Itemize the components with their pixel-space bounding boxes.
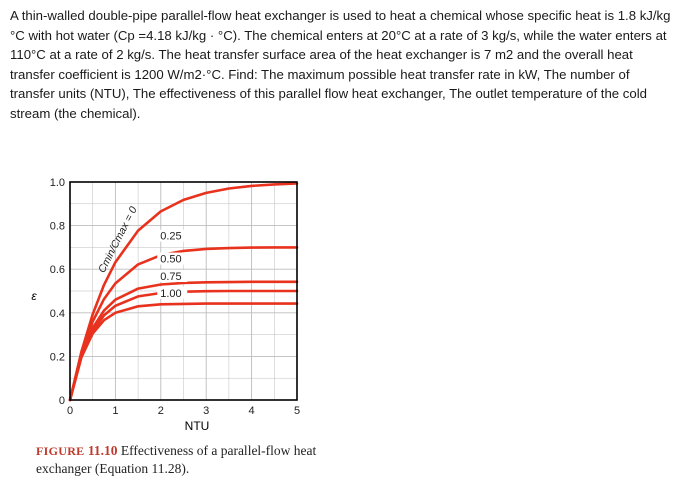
x-tick-label: 5 xyxy=(294,405,300,417)
y-tick-label: 0.8 xyxy=(50,221,65,233)
plot-frame xyxy=(69,181,298,401)
series-label-box xyxy=(157,229,188,242)
x-tick-label: 1 xyxy=(112,405,118,417)
series-label-box xyxy=(157,286,188,299)
x-axis-label: NTU xyxy=(185,419,210,433)
y-tick-label: 1.0 xyxy=(50,177,65,189)
tick-labels: 0 1 2 3 4 5 0 0.2 0.4 0.6 0.8 1.0 xyxy=(50,177,300,417)
x-tick-label: 4 xyxy=(249,405,255,417)
series-line-0 xyxy=(68,182,299,402)
figure-caption: FIGURE 11.10 Effectiveness of a parallel… xyxy=(36,442,336,478)
caption-figure-label: FIGURE xyxy=(36,444,85,458)
y-axis-label: ε xyxy=(31,289,37,303)
series-label-box xyxy=(157,252,188,265)
y-tick-label: 0.4 xyxy=(50,308,65,320)
caption-text: Effectiveness of a parallel-flow heat ex… xyxy=(36,443,317,476)
caption-figure-number: 11.10 xyxy=(87,443,118,458)
effectiveness-chart: 0 1 2 3 4 5 0 0.2 0.4 0.6 0.8 1.0 0.25 0.50 0.75 1.00 C… xyxy=(31,177,300,433)
x-tick-label: 2 xyxy=(158,405,164,417)
series-label: 1.00 xyxy=(160,288,181,300)
series-label: 0.25 xyxy=(160,231,181,243)
y-tick-label: 0 xyxy=(59,395,65,407)
series-label-rotated: Cmin/Cmax = 0 xyxy=(96,205,140,275)
y-tick-label: 0.6 xyxy=(50,264,65,276)
y-tick-label: 0.2 xyxy=(50,351,65,363)
x-tick-label: 0 xyxy=(67,405,73,417)
series-label: 0.50 xyxy=(160,254,181,266)
series-label: 0.75 xyxy=(160,271,181,283)
plot-border xyxy=(69,181,298,401)
series-label-box xyxy=(157,270,188,283)
problem-statement: A thin-walled double-pipe parallel-flow … xyxy=(10,8,671,121)
series-line-2 xyxy=(68,280,299,402)
x-tick-label: 3 xyxy=(203,405,209,417)
